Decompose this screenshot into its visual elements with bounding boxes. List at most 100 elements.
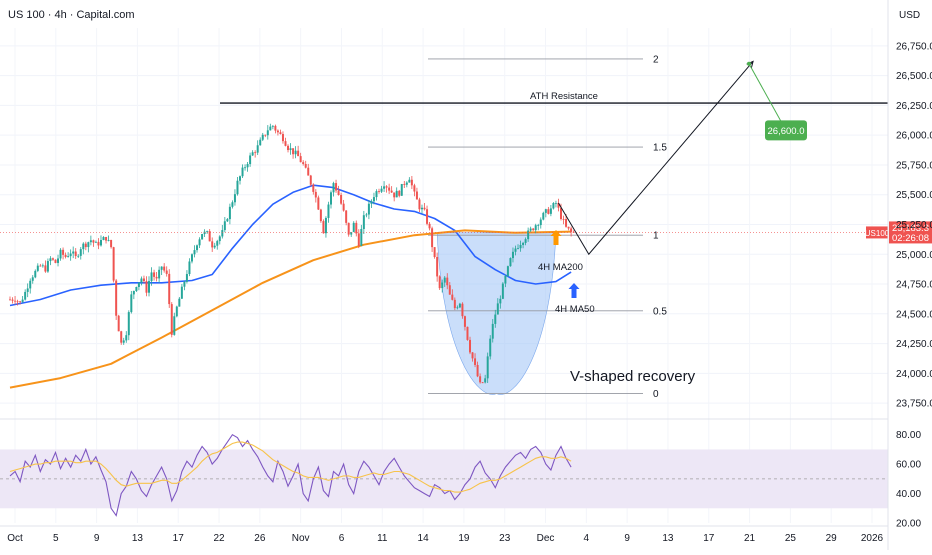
candle-body <box>400 184 403 196</box>
candle-body <box>244 167 247 169</box>
candle <box>228 203 231 225</box>
candle-body <box>509 258 512 267</box>
candle-body <box>241 167 244 177</box>
candle-body <box>221 230 224 237</box>
candle <box>524 237 527 246</box>
candle-body <box>547 209 550 214</box>
candle-body <box>92 240 95 243</box>
candle-body <box>522 242 525 245</box>
price-tick-label: 24,750.0 <box>896 280 932 291</box>
fib-label: 0 <box>653 389 659 400</box>
candle <box>438 275 441 290</box>
candle <box>458 302 461 309</box>
candle-body <box>59 249 62 259</box>
candle <box>345 210 348 226</box>
candle <box>26 283 29 298</box>
candle <box>567 226 570 231</box>
candle-body <box>183 281 186 287</box>
candle <box>49 256 52 266</box>
candle <box>314 189 317 203</box>
candle-body <box>514 248 517 252</box>
candle-body <box>239 176 242 181</box>
candle <box>522 241 525 249</box>
symbol-tag-label: US100 <box>865 229 890 238</box>
candle-body <box>24 291 27 300</box>
candle-body <box>322 221 325 234</box>
candle <box>443 276 446 287</box>
candle <box>352 221 355 233</box>
candle-body <box>130 294 133 313</box>
candle-body <box>168 273 171 305</box>
candle <box>362 210 365 234</box>
candle-body <box>420 207 423 210</box>
candle <box>428 222 431 231</box>
candle <box>54 259 57 264</box>
fib-label: 0.5 <box>653 306 667 317</box>
candle <box>292 148 295 159</box>
candle <box>390 186 393 193</box>
currency-label: USD <box>899 10 920 21</box>
candle <box>231 200 234 209</box>
candle-body <box>155 276 158 279</box>
candle <box>201 233 204 240</box>
candle <box>79 247 82 260</box>
candle <box>46 258 49 273</box>
candle-body <box>408 179 411 183</box>
candle-body <box>89 240 92 243</box>
candle-body <box>456 307 459 309</box>
candle-body <box>494 314 497 324</box>
candle-body <box>26 288 29 292</box>
candle-body <box>29 280 32 289</box>
candle <box>494 309 497 328</box>
candle-body <box>196 245 199 251</box>
price-tick-label: 23,750.0 <box>896 399 932 410</box>
candle-body <box>148 281 151 293</box>
candle-body <box>350 231 353 235</box>
candle <box>198 237 201 249</box>
candle-body <box>352 222 355 232</box>
candle <box>332 181 335 197</box>
candle-body <box>554 202 557 204</box>
candle-body <box>463 316 466 327</box>
candle <box>451 289 454 301</box>
candle-body <box>236 180 239 195</box>
candle-body <box>279 132 282 135</box>
candle <box>158 266 161 283</box>
candle <box>329 190 332 209</box>
candle-body <box>365 214 368 216</box>
ma50-label: 4H MA50 <box>555 304 595 315</box>
candle <box>496 298 499 315</box>
candle <box>170 302 173 338</box>
rsi-tick-label: 20.00 <box>896 519 921 530</box>
candle-body <box>39 265 42 267</box>
candle <box>415 187 418 200</box>
candle-body <box>317 197 320 210</box>
candle <box>413 183 416 197</box>
candle <box>385 185 388 193</box>
candle <box>125 331 128 343</box>
candle <box>24 289 27 301</box>
candle <box>327 201 330 223</box>
candle <box>433 247 436 259</box>
candle <box>274 124 277 134</box>
candle-body <box>19 301 22 303</box>
candle <box>380 185 383 193</box>
candle-body <box>314 191 317 198</box>
candle-body <box>337 190 340 196</box>
candle-body <box>112 247 115 281</box>
candle-body <box>534 225 537 231</box>
candle <box>557 198 560 212</box>
candle-body <box>426 209 429 224</box>
candle <box>122 337 125 345</box>
candle-body <box>140 278 143 283</box>
candle-body <box>165 270 168 274</box>
candle <box>289 143 292 155</box>
candle-body <box>544 209 547 213</box>
time-tick-label: 17 <box>703 533 715 544</box>
candle <box>400 183 403 196</box>
candle <box>476 361 479 378</box>
candle-body <box>49 258 52 262</box>
candle <box>491 319 494 343</box>
candle <box>418 197 421 212</box>
candle <box>221 224 224 239</box>
